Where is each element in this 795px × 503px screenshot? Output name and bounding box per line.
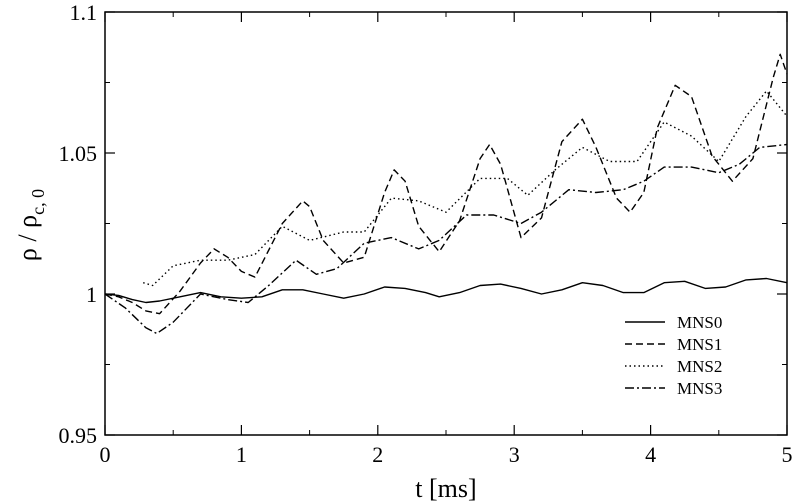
legend-label-mns2: MNS2 xyxy=(677,357,722,376)
y-axis-label-subscript: c, 0 xyxy=(28,189,48,215)
legend: MNS0 MNS1 MNS2 MNS3 xyxy=(625,313,722,398)
y-tick-label: 1 xyxy=(86,282,97,307)
y-tick-label: 1.05 xyxy=(59,141,98,166)
series-line-mns2 xyxy=(143,90,788,287)
x-tick-label: 0 xyxy=(100,442,111,467)
x-tick-label: 3 xyxy=(509,442,520,467)
x-tick-label: 2 xyxy=(372,442,383,467)
legend-label-mns3: MNS3 xyxy=(677,379,722,398)
x-tick-label: 4 xyxy=(645,442,656,467)
legend-label-mns1: MNS1 xyxy=(677,335,722,354)
y-tick-label: 1.1 xyxy=(70,0,98,25)
y-axis-label-main: ρ / ρ xyxy=(13,215,42,261)
legend-label-mns0: MNS0 xyxy=(677,313,722,332)
series-line-mns1 xyxy=(104,53,788,315)
series-line-mns0 xyxy=(104,277,788,304)
y-tick-label: 0.95 xyxy=(59,423,98,448)
x-tick-label: 5 xyxy=(782,442,793,467)
x-axis-label: t [ms] xyxy=(415,474,476,503)
y-axis-label: ρ / ρc, 0 xyxy=(13,189,48,261)
x-tick-label: 1 xyxy=(236,442,247,467)
series-line-mns3 xyxy=(104,143,788,335)
